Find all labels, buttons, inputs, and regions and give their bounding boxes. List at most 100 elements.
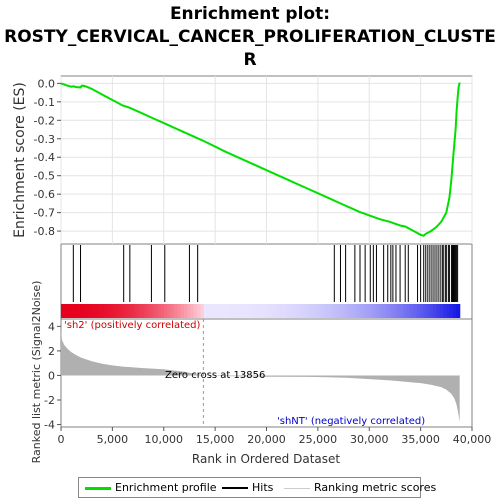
x-tick-label: 0 bbox=[58, 433, 65, 446]
color-band-segment bbox=[97, 304, 102, 318]
color-band-segment bbox=[84, 304, 89, 318]
color-band-segment bbox=[393, 304, 398, 318]
es-y-ticks: 0.0 -0.1 -0.2 -0.3 -0.4 -0.5 -0.6 -0.7 -0.8 bbox=[34, 77, 61, 238]
legend-item-hits: Hits bbox=[222, 481, 273, 494]
es-y-tick-label: -0.3 bbox=[34, 133, 55, 146]
color-band-segment bbox=[429, 304, 434, 318]
color-band-segment bbox=[207, 304, 212, 318]
color-band-segment bbox=[270, 304, 275, 318]
es-y-tick-label: 0.0 bbox=[38, 77, 56, 90]
x-tick-label: 5,000 bbox=[97, 433, 129, 446]
es-y-tick-label: -0.5 bbox=[34, 170, 55, 183]
color-band-segment bbox=[203, 304, 208, 318]
color-band-segment bbox=[127, 304, 132, 318]
color-band-segment bbox=[183, 304, 188, 318]
x-tick-label: 20,000 bbox=[247, 433, 286, 446]
x-tick-label: 35,000 bbox=[401, 433, 440, 446]
color-band-segment bbox=[300, 304, 305, 318]
color-band-segment bbox=[276, 304, 281, 318]
color-band-segment bbox=[140, 304, 145, 318]
color-band-segment bbox=[177, 304, 182, 318]
color-band-segment bbox=[104, 304, 109, 318]
legend-swatch-hits bbox=[222, 487, 248, 489]
color-band-segment bbox=[389, 304, 394, 318]
color-band-segment bbox=[383, 304, 388, 318]
color-band-segment bbox=[167, 304, 172, 318]
color-band-segment bbox=[70, 304, 75, 318]
es-y-tick-label: -0.1 bbox=[34, 96, 55, 109]
color-band-segment bbox=[137, 304, 142, 318]
color-band-segment bbox=[217, 304, 222, 318]
color-band-segment bbox=[64, 304, 69, 318]
color-band-segment bbox=[223, 304, 228, 318]
x-tick-label: 30,000 bbox=[350, 433, 389, 446]
color-band-segment bbox=[286, 304, 291, 318]
chart-title-line-2: ROSTY_CERVICAL_CANCER_PROLIFERATION_CLUS… bbox=[4, 27, 496, 47]
es-y-tick-label: -0.6 bbox=[34, 188, 55, 201]
color-band-segment bbox=[61, 304, 65, 318]
color-band-segment bbox=[343, 304, 348, 318]
color-band-segment bbox=[443, 304, 447, 318]
color-band-segment bbox=[240, 304, 245, 318]
color-band-segment bbox=[266, 304, 271, 318]
color-band-segment bbox=[90, 304, 95, 318]
color-band-segment bbox=[436, 304, 441, 318]
color-band-segment bbox=[230, 304, 235, 318]
es-y-axis-label: Enrichment score (ES) bbox=[12, 82, 28, 238]
color-band-segment bbox=[147, 304, 152, 318]
legend-item-enrichment: Enrichment profile bbox=[85, 481, 217, 494]
hit-markers bbox=[72, 245, 459, 302]
color-band-segment bbox=[144, 304, 148, 318]
color-band-segment bbox=[154, 304, 158, 318]
color-band-segment bbox=[213, 304, 218, 318]
color-band-segment bbox=[310, 304, 315, 318]
color-band-segment bbox=[340, 304, 344, 318]
color-band-segment bbox=[326, 304, 331, 318]
color-band-segment bbox=[323, 304, 328, 318]
x-tick-label: 40,000 bbox=[453, 433, 492, 446]
color-band-segment bbox=[280, 304, 285, 318]
color-band-segment bbox=[120, 304, 125, 318]
color-band-segment bbox=[419, 304, 424, 318]
color-band-segment bbox=[303, 304, 308, 318]
color-band-segment bbox=[379, 304, 384, 318]
color-band-segment bbox=[283, 304, 288, 318]
color-band-segment bbox=[227, 304, 232, 318]
color-band-segment bbox=[336, 304, 341, 318]
color-band-segment bbox=[456, 304, 461, 318]
es-y-tick-label: -0.7 bbox=[34, 207, 55, 220]
color-band-segment bbox=[353, 304, 358, 318]
color-band-segment bbox=[243, 304, 248, 318]
color-band-segment bbox=[373, 304, 378, 318]
color-band-segment bbox=[313, 304, 318, 318]
color-band-segment bbox=[320, 304, 325, 318]
color-band-segment bbox=[403, 304, 408, 318]
color-band-segment bbox=[114, 304, 119, 318]
color-band-segment bbox=[160, 304, 165, 318]
color-band-segment bbox=[257, 304, 261, 318]
color-band-segment bbox=[74, 304, 79, 318]
color-band-segment bbox=[260, 304, 265, 318]
es-y-tick-label: -0.4 bbox=[34, 151, 55, 164]
color-band-segment bbox=[366, 304, 371, 318]
chart-title-line-1: Enrichment plot: bbox=[169, 4, 331, 24]
color-band-segment bbox=[439, 304, 444, 318]
x-tick-label: 15,000 bbox=[196, 433, 235, 446]
legend-label-hits: Hits bbox=[252, 481, 274, 494]
color-band-segment bbox=[306, 304, 311, 318]
x-tick-label: 25,000 bbox=[299, 433, 338, 446]
color-band-segment bbox=[107, 304, 112, 318]
color-band-segment bbox=[369, 304, 374, 318]
color-band-segment bbox=[446, 304, 451, 318]
color-band-segment bbox=[157, 304, 162, 318]
metric-y-axis-label: Ranked list metric (Signal2Noise) bbox=[30, 281, 43, 464]
color-band-segment bbox=[350, 304, 354, 318]
color-band-segment bbox=[250, 304, 255, 318]
ranking-metric-area bbox=[61, 328, 460, 423]
color-band-segment bbox=[200, 304, 205, 318]
color-band-segment bbox=[346, 304, 351, 318]
metric-y-tick-label: 2 bbox=[48, 345, 55, 358]
color-band-segment bbox=[356, 304, 361, 318]
color-band-segment bbox=[197, 304, 202, 318]
